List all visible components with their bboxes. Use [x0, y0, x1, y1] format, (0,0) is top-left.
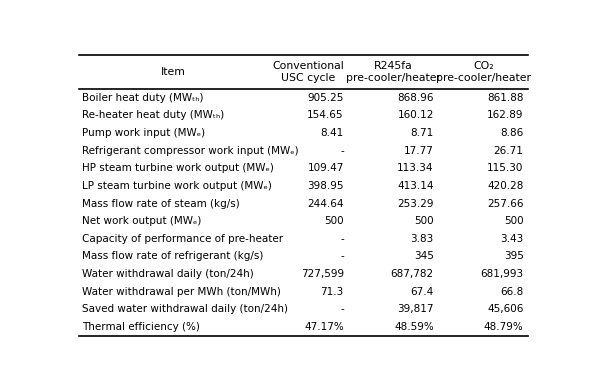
Text: -: -: [340, 305, 344, 314]
Text: -: -: [340, 234, 344, 244]
Text: 71.3: 71.3: [320, 287, 344, 297]
Text: 253.29: 253.29: [397, 199, 434, 209]
Text: 17.77: 17.77: [404, 146, 434, 156]
Text: Water withdrawal daily (ton/24h): Water withdrawal daily (ton/24h): [82, 269, 254, 279]
Text: Capacity of performance of pre-heater: Capacity of performance of pre-heater: [82, 234, 284, 244]
Text: Boiler heat duty (MWₜₕ): Boiler heat duty (MWₜₕ): [82, 93, 204, 103]
Text: Re-heater heat duty (MWₜₕ): Re-heater heat duty (MWₜₕ): [82, 111, 224, 121]
Text: Mass flow rate of steam (kg/s): Mass flow rate of steam (kg/s): [82, 199, 240, 209]
Text: 8.71: 8.71: [410, 128, 434, 138]
Text: 39,817: 39,817: [397, 305, 434, 314]
Text: 3.83: 3.83: [410, 234, 434, 244]
Text: 48.79%: 48.79%: [484, 322, 524, 332]
Text: Mass flow rate of refrigerant (kg/s): Mass flow rate of refrigerant (kg/s): [82, 252, 263, 262]
Text: 113.34: 113.34: [397, 163, 434, 173]
Text: -: -: [340, 252, 344, 262]
Text: 861.88: 861.88: [487, 93, 524, 103]
Text: Conventional
USC cycle: Conventional USC cycle: [272, 61, 344, 83]
Text: 154.65: 154.65: [307, 111, 344, 121]
Text: Refrigerant compressor work input (MWₑ): Refrigerant compressor work input (MWₑ): [82, 146, 299, 156]
Text: 162.89: 162.89: [487, 111, 524, 121]
Text: 67.4: 67.4: [410, 287, 434, 297]
Text: HP steam turbine work output (MWₑ): HP steam turbine work output (MWₑ): [82, 163, 274, 173]
Text: 500: 500: [414, 216, 434, 226]
Text: Item: Item: [160, 67, 185, 77]
Text: Water withdrawal per MWh (ton/MWh): Water withdrawal per MWh (ton/MWh): [82, 287, 281, 297]
Text: 26.71: 26.71: [494, 146, 524, 156]
Text: 45,606: 45,606: [487, 305, 524, 314]
Text: 868.96: 868.96: [397, 93, 434, 103]
Text: 395: 395: [504, 252, 524, 262]
Text: 66.8: 66.8: [500, 287, 524, 297]
Text: 345: 345: [414, 252, 434, 262]
Text: LP steam turbine work output (MWₑ): LP steam turbine work output (MWₑ): [82, 181, 272, 191]
Text: 687,782: 687,782: [391, 269, 434, 279]
Text: 727,599: 727,599: [301, 269, 344, 279]
Text: 420.28: 420.28: [487, 181, 524, 191]
Text: 48.59%: 48.59%: [394, 322, 434, 332]
Text: 160.12: 160.12: [397, 111, 434, 121]
Text: Saved water withdrawal daily (ton/24h): Saved water withdrawal daily (ton/24h): [82, 305, 288, 314]
Text: 8.41: 8.41: [320, 128, 344, 138]
Text: 500: 500: [504, 216, 524, 226]
Text: Net work output (MWₑ): Net work output (MWₑ): [82, 216, 202, 226]
Text: 257.66: 257.66: [487, 199, 524, 209]
Text: 500: 500: [324, 216, 344, 226]
Text: 244.64: 244.64: [307, 199, 344, 209]
Text: 413.14: 413.14: [397, 181, 434, 191]
Text: 398.95: 398.95: [307, 181, 344, 191]
Text: 8.86: 8.86: [500, 128, 524, 138]
Text: 905.25: 905.25: [307, 93, 344, 103]
Text: Pump work input (MWₑ): Pump work input (MWₑ): [82, 128, 205, 138]
Text: 115.30: 115.30: [487, 163, 524, 173]
Text: CO₂
pre-cooler/heater: CO₂ pre-cooler/heater: [436, 61, 531, 83]
Text: 109.47: 109.47: [307, 163, 344, 173]
Text: R245fa
pre-cooler/heater: R245fa pre-cooler/heater: [346, 61, 441, 83]
Text: 47.17%: 47.17%: [304, 322, 344, 332]
Text: -: -: [340, 146, 344, 156]
Text: Thermal efficiency (%): Thermal efficiency (%): [82, 322, 200, 332]
Text: 3.43: 3.43: [500, 234, 524, 244]
Text: 681,993: 681,993: [481, 269, 524, 279]
